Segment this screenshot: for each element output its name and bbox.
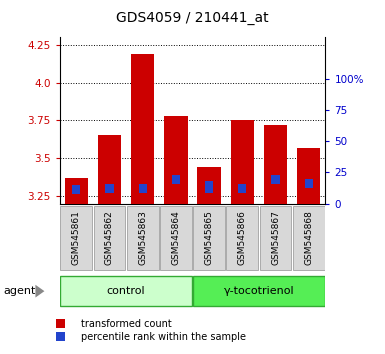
Text: transformed count: transformed count <box>81 319 172 329</box>
Bar <box>94 206 126 270</box>
Bar <box>305 179 313 188</box>
Text: GSM545864: GSM545864 <box>171 210 181 265</box>
Bar <box>60 276 192 306</box>
Bar <box>297 148 320 204</box>
Bar <box>72 185 80 194</box>
Bar <box>205 181 213 193</box>
Bar <box>127 206 159 270</box>
Text: GSM545867: GSM545867 <box>271 210 280 265</box>
Text: GSM545861: GSM545861 <box>72 210 81 265</box>
Bar <box>65 178 88 204</box>
Bar <box>139 184 147 193</box>
Bar <box>60 206 92 270</box>
Text: GSM545866: GSM545866 <box>238 210 247 265</box>
Bar <box>160 206 192 270</box>
Text: γ-tocotrienol: γ-tocotrienol <box>224 286 294 296</box>
Bar <box>238 184 246 193</box>
Text: GSM545868: GSM545868 <box>304 210 313 265</box>
Bar <box>264 125 287 204</box>
Bar <box>164 116 187 204</box>
Bar <box>198 167 221 204</box>
Text: agent: agent <box>4 286 36 296</box>
Text: GSM545863: GSM545863 <box>138 210 147 265</box>
Bar <box>105 184 114 193</box>
Bar <box>172 175 180 184</box>
Bar <box>193 276 325 306</box>
Text: GSM545865: GSM545865 <box>204 210 214 265</box>
Text: GDS4059 / 210441_at: GDS4059 / 210441_at <box>116 11 269 25</box>
Text: control: control <box>107 286 146 296</box>
Bar <box>271 175 280 184</box>
Bar <box>293 206 325 270</box>
Text: percentile rank within the sample: percentile rank within the sample <box>81 332 246 342</box>
Bar <box>193 206 225 270</box>
Bar <box>226 206 258 270</box>
Bar <box>131 54 154 204</box>
Text: GSM545862: GSM545862 <box>105 210 114 265</box>
Bar <box>231 120 254 204</box>
Bar <box>259 206 291 270</box>
Bar <box>98 136 121 204</box>
